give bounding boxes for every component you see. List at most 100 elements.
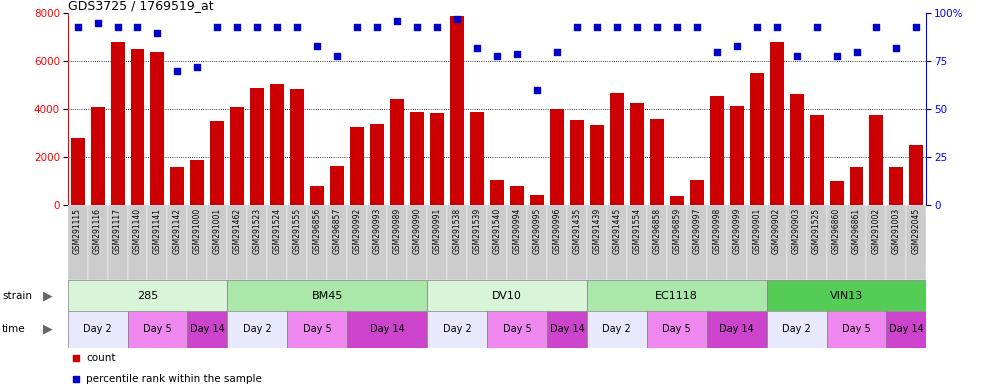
Point xyxy=(568,131,583,137)
Text: GDS3725 / 1769519_at: GDS3725 / 1769519_at xyxy=(68,0,214,12)
Text: GSM292045: GSM292045 xyxy=(911,208,920,254)
Point xyxy=(569,24,584,30)
Bar xyxy=(490,180,504,205)
Point xyxy=(469,45,485,51)
Text: Day 2: Day 2 xyxy=(243,324,271,334)
Point xyxy=(349,24,365,30)
Text: DV10: DV10 xyxy=(492,291,522,301)
Bar xyxy=(847,205,867,280)
Bar xyxy=(470,112,484,205)
Text: Day 14: Day 14 xyxy=(370,324,405,334)
Text: 285: 285 xyxy=(137,291,158,301)
Point xyxy=(249,24,265,30)
Point xyxy=(849,49,865,55)
Bar xyxy=(408,205,427,280)
Bar xyxy=(107,205,127,280)
Point xyxy=(70,24,85,30)
Bar xyxy=(589,125,603,205)
Text: GSM290901: GSM290901 xyxy=(752,208,761,254)
Text: VIN13: VIN13 xyxy=(830,291,863,301)
Text: GSM290997: GSM290997 xyxy=(692,208,701,254)
Bar xyxy=(867,205,887,280)
Bar xyxy=(690,180,704,205)
Text: Day 5: Day 5 xyxy=(303,324,332,334)
Bar xyxy=(789,94,803,205)
Bar xyxy=(727,205,746,280)
Text: percentile rank within the sample: percentile rank within the sample xyxy=(86,374,262,384)
Text: GSM290991: GSM290991 xyxy=(432,208,441,254)
Point xyxy=(768,24,784,30)
Point xyxy=(529,87,545,93)
Text: GSM291540: GSM291540 xyxy=(492,208,502,254)
Text: GSM291115: GSM291115 xyxy=(74,208,83,254)
Point xyxy=(568,313,583,319)
Bar xyxy=(228,205,248,280)
Bar xyxy=(850,167,864,205)
Text: GSM291539: GSM291539 xyxy=(472,208,481,254)
Text: strain: strain xyxy=(2,291,32,301)
Text: GSM291003: GSM291003 xyxy=(892,208,901,254)
Bar xyxy=(447,205,467,280)
Bar xyxy=(647,205,667,280)
Bar xyxy=(231,107,245,205)
Text: GSM291117: GSM291117 xyxy=(113,208,122,254)
Text: GSM290993: GSM290993 xyxy=(373,208,382,254)
Point xyxy=(429,24,445,30)
Text: GSM296858: GSM296858 xyxy=(652,208,661,254)
Text: Day 14: Day 14 xyxy=(550,324,584,334)
Bar xyxy=(387,205,408,280)
Bar xyxy=(90,107,104,205)
Text: Day 14: Day 14 xyxy=(889,324,923,334)
Bar xyxy=(68,205,87,280)
Text: Day 2: Day 2 xyxy=(782,324,811,334)
Point xyxy=(210,24,226,30)
Bar xyxy=(150,52,164,205)
Text: GSM290990: GSM290990 xyxy=(413,208,421,254)
Text: GSM291554: GSM291554 xyxy=(632,208,641,254)
Bar xyxy=(411,112,424,205)
Point xyxy=(609,24,625,30)
Bar xyxy=(391,99,405,205)
Bar xyxy=(806,205,827,280)
Point xyxy=(390,18,406,24)
Text: GSM291142: GSM291142 xyxy=(173,208,182,254)
Text: Day 2: Day 2 xyxy=(83,324,112,334)
Text: GSM291523: GSM291523 xyxy=(252,208,261,254)
Text: GSM291116: GSM291116 xyxy=(93,208,102,254)
Bar xyxy=(287,311,347,348)
Text: GSM296856: GSM296856 xyxy=(313,208,322,254)
Bar xyxy=(167,205,188,280)
Bar xyxy=(610,93,624,205)
Bar xyxy=(110,42,124,205)
Point xyxy=(109,24,125,30)
Bar xyxy=(627,205,647,280)
Bar xyxy=(769,42,783,205)
Point xyxy=(230,24,246,30)
Text: Day 5: Day 5 xyxy=(662,324,691,334)
Bar xyxy=(211,121,225,205)
Text: GSM296859: GSM296859 xyxy=(672,208,681,254)
Point xyxy=(410,24,425,30)
Bar xyxy=(910,146,923,205)
Bar xyxy=(647,311,707,348)
Bar xyxy=(310,186,324,205)
Bar xyxy=(188,311,228,348)
Text: GSM291445: GSM291445 xyxy=(612,208,621,254)
Bar xyxy=(208,205,228,280)
Point xyxy=(309,43,325,49)
Bar xyxy=(427,280,586,311)
Text: GSM291439: GSM291439 xyxy=(592,208,601,254)
Bar xyxy=(749,73,763,205)
Bar xyxy=(547,205,567,280)
Bar xyxy=(746,205,766,280)
Bar xyxy=(567,205,586,280)
Bar xyxy=(248,205,267,280)
Point xyxy=(788,53,804,59)
Text: GSM290999: GSM290999 xyxy=(733,208,742,254)
Bar xyxy=(347,311,427,348)
Bar xyxy=(430,113,444,205)
Text: GSM291000: GSM291000 xyxy=(193,208,202,254)
Point xyxy=(509,51,525,57)
Point xyxy=(689,24,705,30)
Text: GSM290996: GSM290996 xyxy=(553,208,562,254)
